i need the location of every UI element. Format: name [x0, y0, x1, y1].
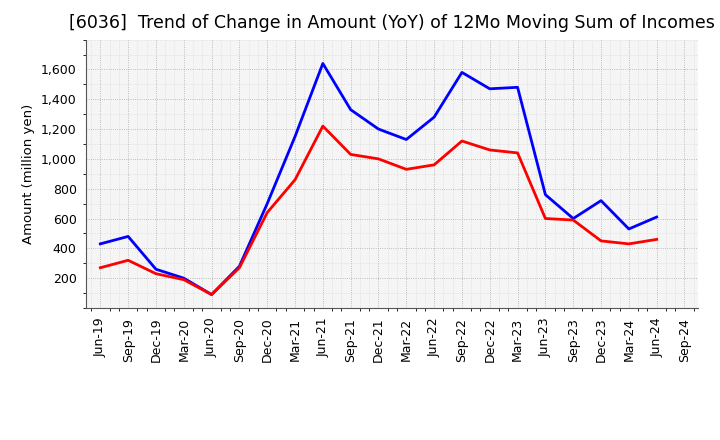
Net Income: [207, 292, 216, 297]
Ordinary Income: [291, 134, 300, 139]
Net Income: [597, 238, 606, 244]
Net Income: [124, 258, 132, 263]
Ordinary Income: [374, 126, 383, 132]
Ordinary Income: [597, 198, 606, 203]
Net Income: [291, 177, 300, 183]
Ordinary Income: [652, 214, 661, 220]
Net Income: [541, 216, 550, 221]
Line: Net Income: Net Income: [100, 126, 657, 295]
Ordinary Income: [458, 70, 467, 75]
Net Income: [179, 277, 188, 282]
Net Income: [374, 156, 383, 161]
Net Income: [652, 237, 661, 242]
Ordinary Income: [569, 216, 577, 221]
Ordinary Income: [318, 61, 327, 66]
Ordinary Income: [96, 241, 104, 246]
Net Income: [96, 265, 104, 270]
Net Income: [346, 152, 355, 157]
Ordinary Income: [346, 107, 355, 112]
Net Income: [235, 265, 243, 270]
Title: [6036]  Trend of Change in Amount (YoY) of 12Mo Moving Sum of Incomes: [6036] Trend of Change in Amount (YoY) o…: [69, 15, 716, 33]
Net Income: [569, 217, 577, 223]
Ordinary Income: [430, 114, 438, 120]
Ordinary Income: [235, 264, 243, 269]
Ordinary Income: [152, 267, 161, 272]
Net Income: [513, 150, 522, 156]
Net Income: [458, 138, 467, 143]
Ordinary Income: [513, 84, 522, 90]
Net Income: [485, 147, 494, 153]
Net Income: [624, 241, 633, 246]
Net Income: [263, 210, 271, 215]
Ordinary Income: [541, 192, 550, 197]
Net Income: [318, 124, 327, 129]
Ordinary Income: [207, 292, 216, 297]
Y-axis label: Amount (million yen): Amount (million yen): [22, 104, 35, 244]
Net Income: [402, 167, 410, 172]
Line: Ordinary Income: Ordinary Income: [100, 63, 657, 295]
Ordinary Income: [179, 275, 188, 281]
Ordinary Income: [263, 201, 271, 206]
Ordinary Income: [402, 137, 410, 142]
Ordinary Income: [124, 234, 132, 239]
Ordinary Income: [624, 226, 633, 231]
Net Income: [430, 162, 438, 168]
Net Income: [152, 271, 161, 276]
Ordinary Income: [485, 86, 494, 92]
